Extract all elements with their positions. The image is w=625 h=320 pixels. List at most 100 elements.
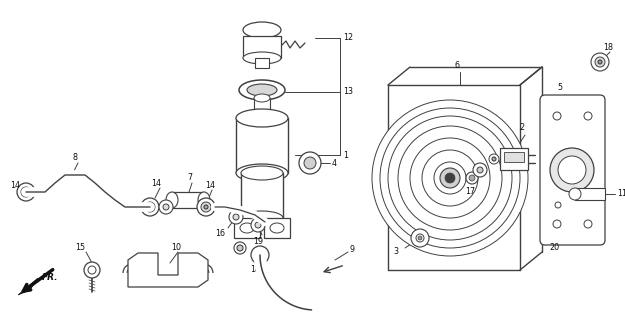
Circle shape [398, 126, 502, 230]
Circle shape [558, 156, 586, 184]
Text: 14: 14 [250, 265, 260, 274]
FancyBboxPatch shape [540, 95, 605, 245]
Circle shape [388, 116, 512, 240]
Ellipse shape [236, 164, 288, 182]
Circle shape [595, 57, 605, 67]
Polygon shape [18, 278, 38, 295]
Text: FR.: FR. [42, 274, 59, 283]
Text: 20: 20 [549, 244, 559, 252]
Circle shape [255, 222, 261, 228]
Bar [500, 148, 528, 170]
Circle shape [204, 205, 208, 209]
Ellipse shape [299, 152, 321, 174]
Text: 18: 18 [603, 43, 613, 52]
Text: 2: 2 [519, 124, 524, 132]
Text: 19: 19 [253, 237, 263, 246]
Circle shape [201, 202, 211, 212]
Text: 17: 17 [465, 188, 475, 196]
Bar [255, 58, 269, 68]
Circle shape [159, 200, 173, 214]
Circle shape [598, 60, 602, 64]
Text: 1: 1 [343, 150, 348, 159]
Circle shape [84, 262, 100, 278]
Circle shape [197, 198, 215, 216]
Bar [236, 118, 288, 173]
Text: 14: 14 [205, 180, 215, 189]
Ellipse shape [243, 22, 281, 38]
Circle shape [553, 112, 561, 120]
Circle shape [466, 172, 478, 184]
Text: 12: 12 [343, 34, 353, 43]
Text: 16: 16 [215, 228, 225, 237]
Circle shape [591, 53, 609, 71]
Circle shape [234, 242, 246, 254]
Bar [504, 152, 524, 162]
Circle shape [411, 229, 429, 247]
Circle shape [258, 253, 262, 257]
Circle shape [255, 250, 265, 260]
Circle shape [410, 138, 490, 218]
Circle shape [477, 167, 483, 173]
Text: 3: 3 [393, 247, 398, 257]
Ellipse shape [241, 211, 283, 225]
Ellipse shape [254, 94, 270, 102]
Circle shape [24, 190, 28, 194]
Ellipse shape [270, 223, 284, 233]
Circle shape [550, 148, 594, 192]
Circle shape [163, 204, 169, 210]
Text: 14: 14 [10, 180, 20, 189]
Circle shape [473, 163, 487, 177]
Circle shape [251, 218, 265, 232]
Circle shape [553, 220, 561, 228]
Text: 8: 8 [72, 154, 78, 163]
Text: 7: 7 [188, 173, 192, 182]
Text: 11: 11 [617, 189, 625, 198]
Circle shape [145, 202, 155, 212]
Text: 10: 10 [171, 243, 181, 252]
Text: 14: 14 [151, 179, 161, 188]
Bar [172, 192, 204, 208]
Ellipse shape [240, 223, 254, 233]
Circle shape [88, 266, 96, 274]
Circle shape [380, 108, 520, 248]
Circle shape [237, 245, 243, 251]
Ellipse shape [304, 157, 316, 169]
Circle shape [492, 157, 496, 161]
Bar [234, 218, 260, 238]
Circle shape [233, 214, 239, 220]
Text: 15: 15 [75, 243, 85, 252]
Circle shape [445, 173, 455, 183]
Bar [243, 36, 281, 58]
Text: 6: 6 [454, 60, 459, 69]
Ellipse shape [198, 192, 210, 208]
Circle shape [569, 188, 581, 200]
Circle shape [21, 187, 31, 197]
Circle shape [17, 183, 35, 201]
Text: 9: 9 [350, 245, 355, 254]
Text: 5: 5 [558, 84, 562, 92]
Ellipse shape [241, 166, 283, 180]
Circle shape [372, 100, 528, 256]
Ellipse shape [236, 109, 288, 127]
Circle shape [416, 234, 424, 242]
Bar [254, 98, 270, 112]
Polygon shape [128, 253, 208, 287]
Circle shape [434, 162, 466, 194]
Circle shape [229, 210, 243, 224]
Bar [264, 218, 290, 238]
Text: 13: 13 [343, 87, 353, 97]
Circle shape [584, 112, 592, 120]
Circle shape [584, 220, 592, 228]
Circle shape [141, 198, 159, 216]
Circle shape [418, 236, 422, 240]
Circle shape [422, 150, 478, 206]
Ellipse shape [166, 192, 178, 208]
Circle shape [489, 154, 499, 164]
Text: 4: 4 [332, 158, 337, 167]
Circle shape [555, 202, 561, 208]
Circle shape [440, 168, 460, 188]
Ellipse shape [239, 80, 285, 100]
Ellipse shape [243, 52, 281, 64]
Bar [575, 188, 605, 200]
Circle shape [469, 175, 475, 181]
